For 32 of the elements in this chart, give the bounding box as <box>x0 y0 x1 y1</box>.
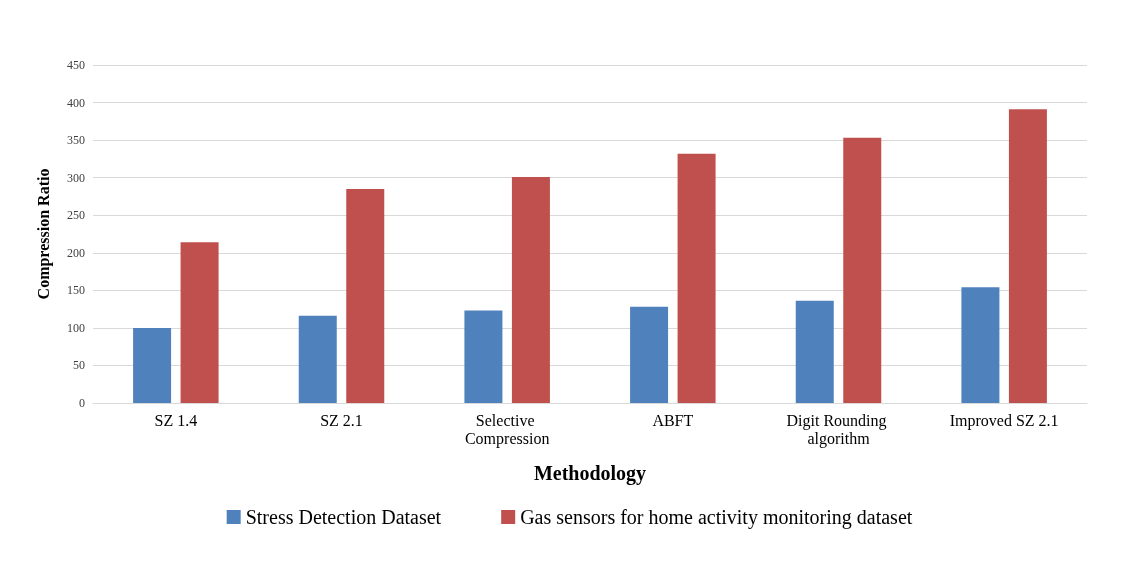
x-tick-label: Improved SZ 2.1 <box>949 411 1059 430</box>
x-tick-label: SZ 1.4 <box>154 411 198 429</box>
bar <box>843 137 882 403</box>
bar <box>1008 109 1047 403</box>
y-tick-label: 200 <box>67 245 85 260</box>
y-tick-label: 350 <box>67 133 85 148</box>
x-tick-label: Selective Compression <box>464 411 550 448</box>
bar <box>133 327 172 403</box>
legend-label: Gas sensors for home activity monitoring dataset <box>520 506 913 529</box>
y-tick-label: 100 <box>67 320 85 335</box>
legend-label: Stress Detection Dataset <box>245 506 442 528</box>
y-tick-label: 450 <box>67 58 85 72</box>
x-tick-label: ABFT <box>652 411 694 429</box>
x-tick-label: Digit Rounding algorithm <box>786 411 891 448</box>
y-tick-label: 250 <box>67 208 85 223</box>
bar <box>511 176 550 403</box>
bar <box>961 287 1000 403</box>
y-axis-title: Compression Ratio <box>34 168 53 300</box>
x-axis-title: Methodology <box>533 462 647 485</box>
y-tick-label: 50 <box>73 358 85 373</box>
bar <box>795 300 834 403</box>
bar <box>630 306 669 403</box>
bar <box>180 242 219 403</box>
y-tick-label: 150 <box>67 283 85 298</box>
bar <box>346 188 385 403</box>
x-tick-label: SZ 2.1 <box>320 411 363 429</box>
y-tick-label: 400 <box>67 95 85 110</box>
bar <box>464 310 503 403</box>
bar <box>298 315 337 403</box>
y-tick-label: 0 <box>79 396 85 410</box>
y-tick-label: 300 <box>67 170 85 185</box>
bar <box>677 153 716 403</box>
